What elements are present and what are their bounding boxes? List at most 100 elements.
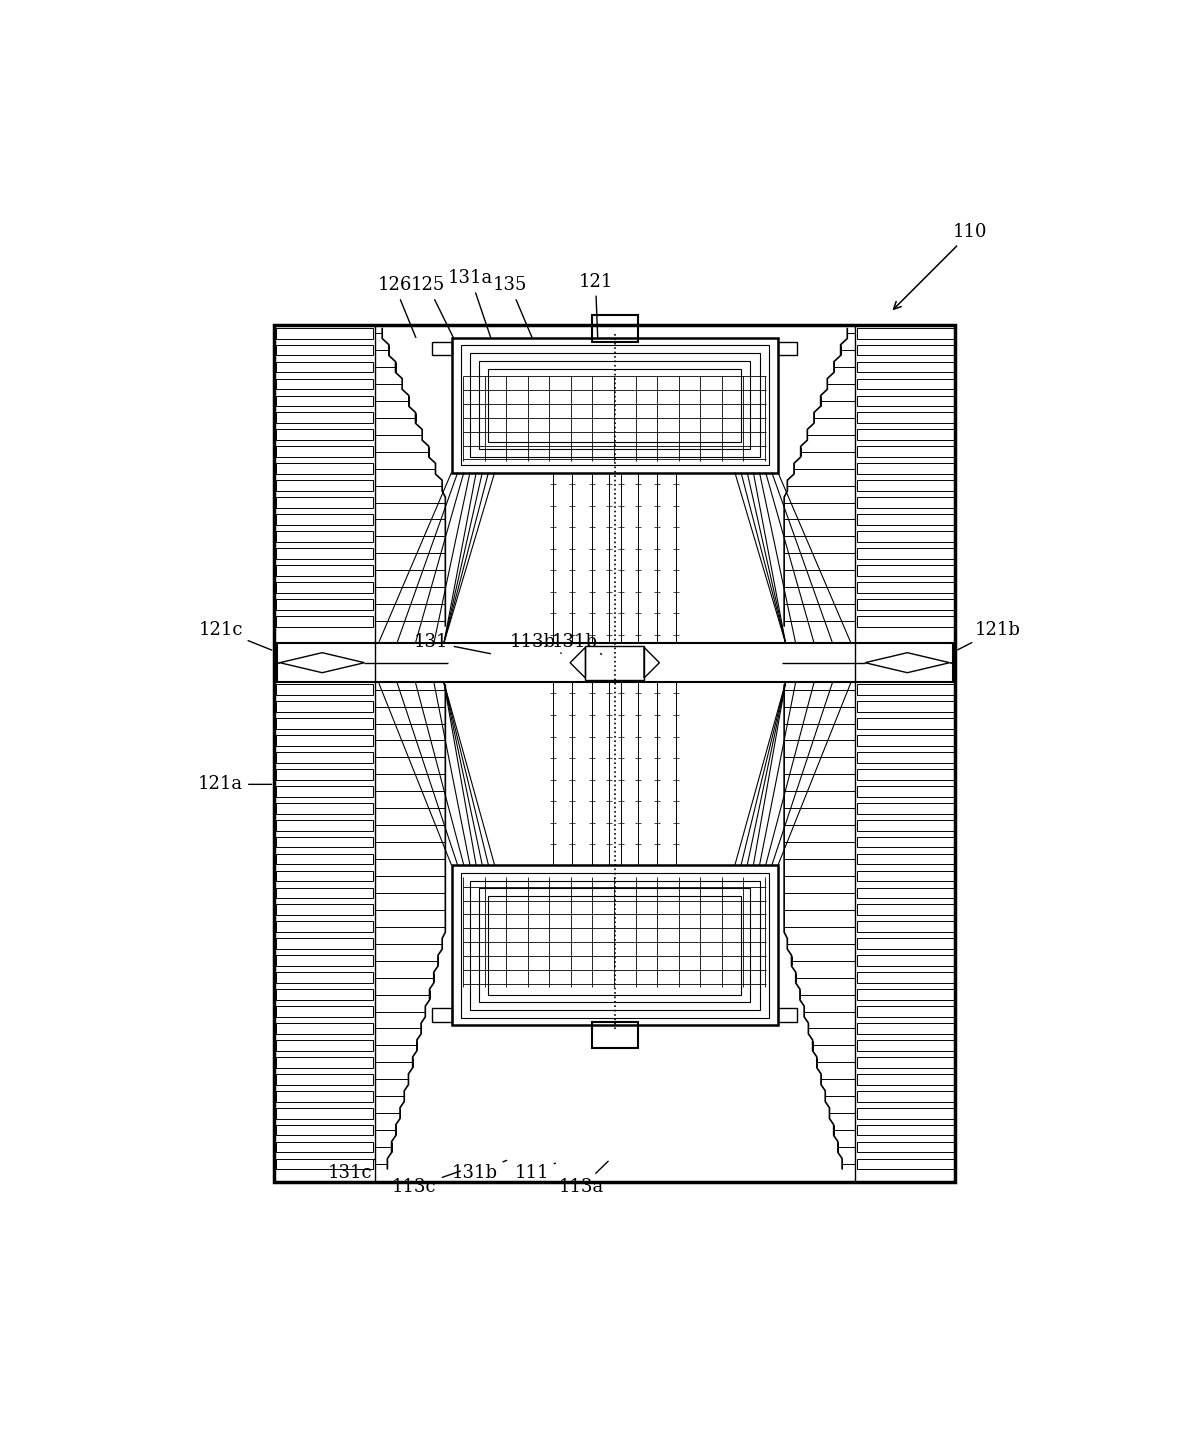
Bar bbox=[432, 1007, 452, 1022]
Bar bbox=[857, 412, 954, 423]
Bar bbox=[276, 565, 373, 575]
Bar bbox=[489, 369, 742, 442]
Bar bbox=[276, 464, 373, 474]
Text: 121c: 121c bbox=[198, 620, 272, 650]
Bar bbox=[857, 396, 954, 406]
Bar bbox=[276, 327, 373, 339]
Bar bbox=[857, 379, 954, 389]
Text: 111: 111 bbox=[514, 1164, 556, 1182]
Bar bbox=[857, 429, 954, 441]
Bar bbox=[276, 938, 373, 949]
Text: 126: 126 bbox=[377, 277, 416, 337]
Bar bbox=[592, 1022, 637, 1049]
Bar bbox=[857, 1142, 954, 1152]
Text: 121a: 121a bbox=[198, 775, 272, 794]
Bar bbox=[857, 802, 954, 814]
Bar bbox=[857, 1158, 954, 1170]
Bar bbox=[276, 497, 373, 508]
Bar bbox=[470, 353, 760, 458]
Bar bbox=[276, 1142, 373, 1152]
Bar bbox=[857, 1108, 954, 1118]
Bar bbox=[276, 598, 373, 610]
Bar bbox=[452, 865, 778, 1026]
Text: 135: 135 bbox=[492, 277, 532, 337]
Bar bbox=[857, 616, 954, 627]
Bar bbox=[857, 854, 954, 864]
Bar bbox=[857, 684, 954, 695]
Bar bbox=[276, 1091, 373, 1102]
Bar bbox=[276, 396, 373, 406]
Bar bbox=[857, 514, 954, 525]
Bar bbox=[857, 819, 954, 831]
Bar bbox=[778, 1007, 797, 1022]
Bar bbox=[276, 379, 373, 389]
Bar bbox=[276, 684, 373, 695]
Bar bbox=[276, 481, 373, 491]
Bar bbox=[276, 1040, 373, 1050]
Bar bbox=[857, 1073, 954, 1085]
Bar bbox=[857, 989, 954, 1000]
Bar bbox=[276, 514, 373, 525]
Bar bbox=[857, 1058, 954, 1068]
Text: 113a: 113a bbox=[559, 1161, 609, 1195]
Bar bbox=[857, 581, 954, 593]
Bar bbox=[857, 904, 954, 916]
Bar bbox=[276, 531, 373, 542]
Bar bbox=[276, 1158, 373, 1170]
Text: 131c: 131c bbox=[327, 1159, 375, 1182]
Bar bbox=[857, 362, 954, 373]
Bar bbox=[857, 718, 954, 729]
Bar bbox=[276, 344, 373, 356]
Bar bbox=[857, 871, 954, 881]
Bar bbox=[857, 446, 954, 458]
Bar bbox=[479, 360, 750, 449]
Bar bbox=[857, 786, 954, 796]
Bar bbox=[857, 769, 954, 779]
Bar bbox=[276, 1058, 373, 1068]
Bar bbox=[276, 1125, 373, 1135]
Bar bbox=[276, 429, 373, 441]
Bar bbox=[857, 1125, 954, 1135]
Bar bbox=[276, 752, 373, 763]
Bar bbox=[276, 702, 373, 712]
Bar bbox=[461, 872, 769, 1017]
Bar bbox=[276, 446, 373, 458]
Text: 131a: 131a bbox=[448, 270, 494, 337]
Text: 113c: 113c bbox=[392, 1171, 460, 1195]
Bar bbox=[857, 1040, 954, 1050]
Text: 121b: 121b bbox=[957, 620, 1021, 650]
Bar bbox=[857, 921, 954, 933]
Bar bbox=[276, 989, 373, 1000]
Bar bbox=[592, 314, 637, 342]
Bar bbox=[857, 752, 954, 763]
Bar bbox=[452, 337, 778, 472]
Bar bbox=[857, 938, 954, 949]
Bar bbox=[479, 888, 750, 1002]
Bar bbox=[857, 497, 954, 508]
Bar bbox=[461, 346, 769, 465]
Bar bbox=[276, 1108, 373, 1118]
Bar bbox=[276, 887, 373, 898]
Bar bbox=[276, 904, 373, 916]
Text: 131b: 131b bbox=[452, 1161, 507, 1182]
Bar bbox=[276, 1023, 373, 1033]
Bar bbox=[276, 581, 373, 593]
Bar bbox=[857, 837, 954, 848]
Bar bbox=[857, 702, 954, 712]
Text: 110: 110 bbox=[894, 224, 987, 309]
Bar bbox=[857, 344, 954, 356]
Bar bbox=[857, 1023, 954, 1033]
Bar bbox=[778, 342, 797, 356]
Bar bbox=[276, 854, 373, 864]
Bar bbox=[857, 598, 954, 610]
Bar bbox=[857, 973, 954, 983]
Bar bbox=[276, 412, 373, 423]
Bar bbox=[857, 481, 954, 491]
Bar bbox=[857, 565, 954, 575]
Bar bbox=[857, 548, 954, 558]
Bar bbox=[857, 464, 954, 474]
Bar bbox=[489, 895, 742, 994]
Text: 131: 131 bbox=[415, 633, 490, 654]
Bar bbox=[276, 819, 373, 831]
Text: 113b: 113b bbox=[509, 633, 562, 653]
